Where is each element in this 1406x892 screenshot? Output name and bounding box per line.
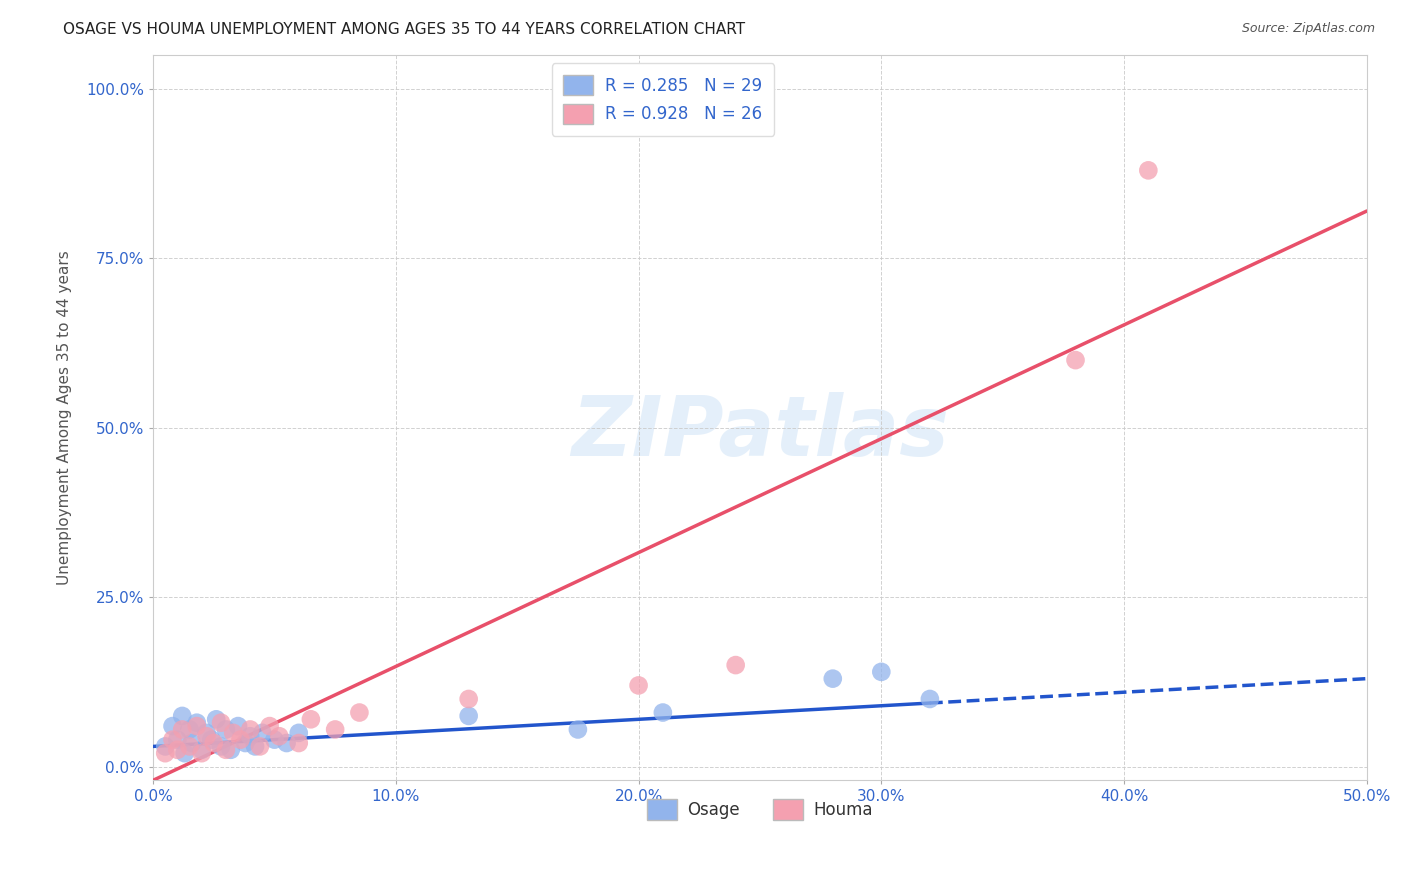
Point [200, 732, 222, 747]
Point [209, 739, 232, 754]
Point [651, 706, 673, 720]
Legend: Osage, Houma: Osage, Houma [641, 793, 879, 826]
Text: ZIPatlas: ZIPatlas [571, 392, 949, 473]
Point [172, 723, 194, 737]
Point [243, 739, 266, 754]
Point [219, 743, 242, 757]
Point [179, 739, 201, 754]
Point [166, 732, 188, 747]
Point [162, 719, 184, 733]
Point [215, 743, 238, 757]
Point [155, 746, 177, 760]
Point [190, 743, 212, 757]
Point [287, 726, 309, 740]
Point [186, 715, 208, 730]
Point [724, 658, 747, 673]
Point [229, 732, 252, 747]
Point [195, 729, 218, 743]
Point [1064, 353, 1087, 368]
Text: Source: ZipAtlas.com: Source: ZipAtlas.com [1241, 22, 1375, 36]
Point [162, 732, 184, 747]
Y-axis label: Unemployment Among Ages 35 to 44 years: Unemployment Among Ages 35 to 44 years [58, 251, 72, 585]
Point [918, 692, 941, 706]
Point [299, 712, 322, 726]
Point [205, 712, 228, 726]
Point [276, 736, 298, 750]
Point [179, 723, 201, 737]
Point [233, 736, 256, 750]
Point [172, 709, 194, 723]
Point [1137, 163, 1160, 178]
Point [222, 726, 245, 740]
Point [173, 746, 195, 760]
Point [567, 723, 589, 737]
Text: OSAGE VS HOUMA UNEMPLOYMENT AMONG AGES 35 TO 44 YEARS CORRELATION CHART: OSAGE VS HOUMA UNEMPLOYMENT AMONG AGES 3… [63, 22, 745, 37]
Point [215, 723, 238, 737]
Point [249, 739, 271, 754]
Point [870, 665, 893, 679]
Point [287, 736, 309, 750]
Point [239, 723, 262, 737]
Point [259, 719, 281, 733]
Point [166, 743, 188, 757]
Point [457, 692, 479, 706]
Point [323, 723, 346, 737]
Point [457, 709, 479, 723]
Point [209, 715, 232, 730]
Point [226, 719, 249, 733]
Point [190, 746, 212, 760]
Point [821, 672, 844, 686]
Point [202, 736, 225, 750]
Point [181, 736, 204, 750]
Point [269, 729, 291, 743]
Point [349, 706, 371, 720]
Point [155, 739, 177, 754]
Point [627, 678, 650, 692]
Point [239, 729, 262, 743]
Point [252, 726, 274, 740]
Point [195, 726, 218, 740]
Point [186, 719, 208, 733]
Point [263, 732, 285, 747]
